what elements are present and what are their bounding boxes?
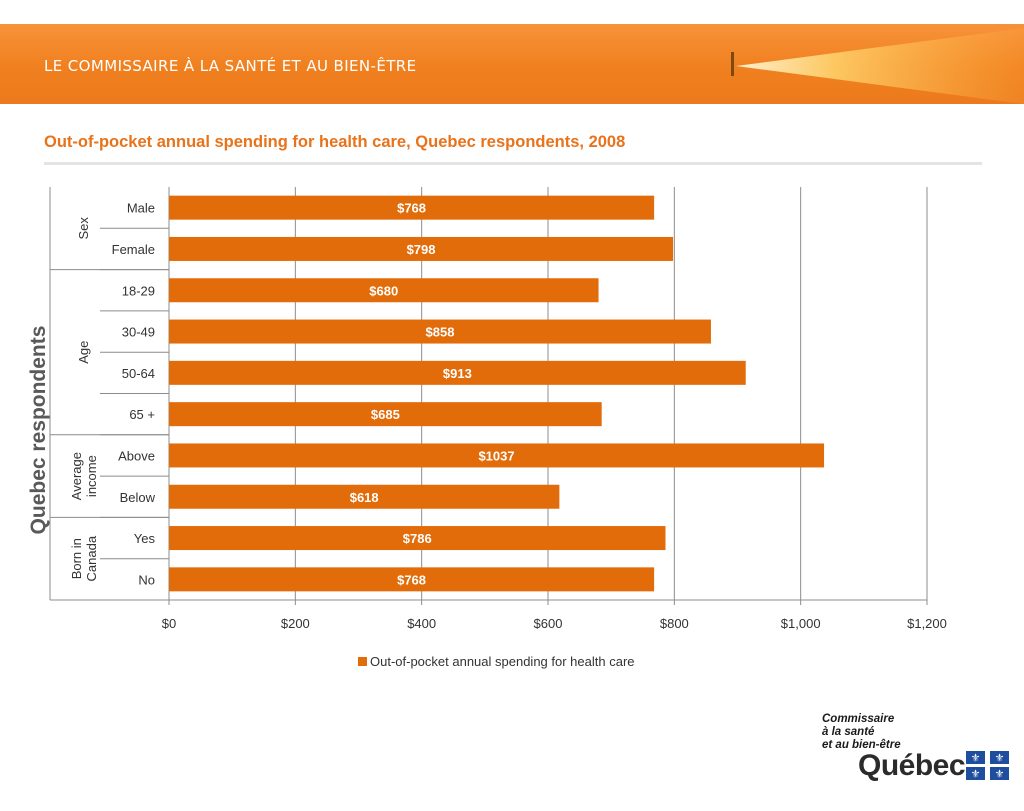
group-label: Born inCanada	[69, 535, 99, 581]
group-label-line: Canada	[84, 535, 99, 581]
bar	[169, 319, 711, 344]
category-label: Female	[112, 242, 155, 257]
group-label-line: Born in	[69, 538, 84, 579]
bar	[169, 567, 655, 592]
data-label: $913	[443, 366, 472, 381]
x-tick-label: $0	[162, 616, 176, 631]
data-label: $680	[369, 283, 398, 298]
x-tick-label: $200	[281, 616, 310, 631]
bar	[169, 443, 825, 468]
group-label-line: income	[84, 455, 99, 497]
title-divider	[44, 162, 982, 165]
bar	[169, 236, 674, 261]
category-label: Above	[118, 448, 155, 463]
bar	[169, 402, 602, 427]
category-label: 18-29	[122, 283, 155, 298]
bar	[169, 195, 655, 220]
data-label: $786	[403, 531, 432, 546]
group-label-line: Average	[69, 452, 84, 500]
org-title: LE COMMISSAIRE À LA SANTÉ ET AU BIEN-ÊTR…	[44, 57, 417, 75]
light-beam-graphic	[731, 28, 1024, 104]
legend-swatch	[358, 657, 367, 666]
svg-text:⚜: ⚜	[971, 752, 981, 765]
category-label: 30-49	[122, 325, 155, 340]
logo-line-3: et au bien-être	[822, 739, 901, 751]
logo-line-2: à la santé	[822, 726, 875, 738]
data-label: $618	[350, 490, 379, 505]
group-label: Age	[76, 341, 91, 364]
group-label: Averageincome	[69, 452, 99, 500]
data-label: $1037	[478, 448, 514, 463]
svg-text:⚜: ⚜	[995, 768, 1005, 781]
bar	[169, 484, 560, 509]
quebec-logo: Commissaire à la santé et au bien-être Q…	[822, 713, 1022, 793]
x-tick-label: $800	[660, 616, 689, 631]
y-axis-title: Quebec respondents	[27, 325, 50, 535]
legend-label: Out-of-pocket annual spending for health…	[370, 654, 635, 669]
chart-title: Out-of-pocket annual spending for health…	[44, 133, 626, 151]
x-tick-label: $600	[534, 616, 563, 631]
logo-line-1: Commissaire	[822, 713, 895, 725]
logo-wordmark: Québec	[858, 749, 966, 782]
bar	[169, 360, 746, 385]
category-label: Yes	[134, 531, 156, 546]
data-label: $768	[397, 201, 426, 216]
bar	[169, 278, 599, 303]
bar-chart: $0 $200 $400 $600 $800 $1,000 $1,200 Sex Age Aver…	[49, 187, 947, 669]
x-tick-label: $400	[407, 616, 436, 631]
data-label: $798	[407, 242, 436, 257]
data-label: $685	[371, 407, 400, 422]
category-label: 65 +	[129, 407, 155, 422]
category-label: Below	[120, 490, 156, 505]
category-label: 50-64	[122, 366, 155, 381]
data-label: $858	[426, 325, 455, 340]
header-banner: LE COMMISSAIRE À LA SANTÉ ET AU BIEN-ÊTR…	[0, 24, 1024, 104]
category-label: Male	[127, 201, 155, 216]
fleur-de-lis-flag-icon: ⚜ ⚜ ⚜ ⚜	[966, 751, 1009, 781]
svg-text:⚜: ⚜	[995, 752, 1005, 765]
category-label: No	[138, 572, 155, 587]
svg-text:⚜: ⚜	[971, 768, 981, 781]
x-tick-label: $1,200	[907, 616, 947, 631]
data-label: $768	[397, 572, 426, 587]
bar	[169, 526, 666, 551]
group-label: Sex	[76, 217, 91, 240]
x-tick-label: $1,000	[781, 616, 821, 631]
